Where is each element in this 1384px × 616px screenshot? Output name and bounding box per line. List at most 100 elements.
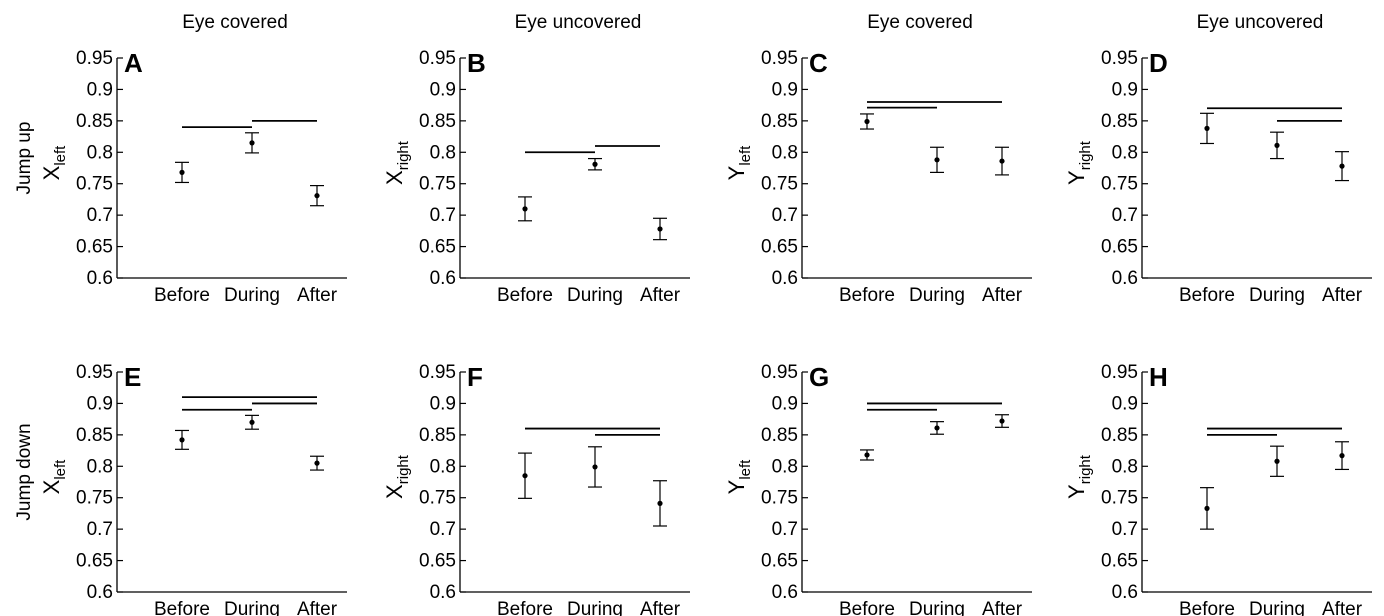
x-tick-label: After [640,599,681,616]
data-point [657,500,663,506]
y-tick-label: 0.85 [761,111,798,132]
y-tick-label: 0.95 [419,48,456,69]
data-point [864,118,870,125]
x-tick-label: Before [839,599,895,616]
y-tick-label: 0.85 [1101,111,1138,132]
panel-letter: B [467,48,486,78]
y-tick-label: 0.65 [76,237,113,258]
panel-h: 0.6 0.65 0.7 0.75 0.8 0.85 0.9 0.95 Before During… [1064,362,1372,616]
data-point [314,193,320,199]
y-tick-label: 0.7 [87,519,113,540]
panel-letter: G [809,362,829,392]
x-tick-label: Before [154,285,210,306]
y-axis-label: Xleft [39,459,69,495]
x-tick-label: After [982,599,1023,616]
x-tick-label: During [567,599,623,616]
y-tick-label: 0.95 [761,362,798,383]
data-point [249,140,255,146]
data-point [1204,505,1210,511]
y-tick-label: 0.7 [1112,519,1138,540]
y-tick-label: 0.9 [1112,393,1138,414]
y-tick-label: 0.95 [76,48,113,69]
y-tick-label: 0.75 [76,488,113,509]
y-tick-label: 0.75 [761,174,798,195]
x-tick-label: During [224,285,280,306]
y-tick-label: 0.8 [430,456,456,477]
y-tick-label: 0.65 [419,237,456,258]
x-tick-label: During [909,285,965,306]
data-point [314,460,320,466]
y-axis-label-main: X [39,165,64,180]
x-tick-label: During [224,599,280,616]
data-point [522,473,528,479]
data-point [1274,142,1280,148]
y-tick-label: 0.8 [1112,142,1138,163]
y-tick-label: 0.75 [1101,488,1138,509]
y-tick-label: 0.9 [1112,79,1138,100]
y-tick-label: 0.6 [87,268,113,289]
y-axis-label-sub: right [395,140,412,170]
y-axis-label-main: X [39,479,64,494]
y-axis-label-main: X [382,484,407,499]
y-tick-label: 0.75 [419,174,456,195]
data-point [592,464,598,470]
panel-letter: D [1149,48,1168,78]
x-tick-label: During [909,599,965,616]
y-tick-label: 0.7 [87,205,113,226]
x-tick-label: Before [1179,285,1235,306]
y-axis-label: Xright [382,140,412,185]
data-point [592,161,598,167]
column-title: Eye covered [182,12,288,33]
panel-d: 0.6 0.65 0.7 0.75 0.8 0.85 0.9 0.95 Before During… [1064,48,1372,306]
data-point [864,452,870,458]
y-tick-label: 0.85 [419,111,456,132]
y-axis-label-main: Y [1064,484,1089,499]
y-tick-label: 0.9 [87,79,113,100]
y-tick-label: 0.8 [430,142,456,163]
y-tick-label: 0.85 [761,425,798,446]
y-axis-label: Yleft [724,145,754,181]
x-tick-label: Before [497,599,553,616]
y-tick-label: 0.7 [1112,205,1138,226]
y-tick-label: 0.95 [761,48,798,69]
panel-letter: H [1149,362,1168,392]
y-axis-label-sub: left [737,145,754,166]
data-point [999,158,1005,164]
y-tick-label: 0.7 [430,205,456,226]
y-tick-label: 0.85 [76,425,113,446]
y-axis-label-sub: right [1077,140,1094,170]
data-point [522,206,528,212]
column-title: Eye uncovered [1197,12,1324,33]
y-tick-label: 0.9 [772,393,798,414]
y-tick-label: 0.8 [772,142,798,163]
y-tick-label: 0.85 [419,425,456,446]
y-axis-label: Xright [382,454,412,499]
x-tick-label: After [1322,599,1363,616]
x-tick-label: During [567,285,623,306]
y-tick-label: 0.75 [761,488,798,509]
panel-letter: E [124,362,141,392]
data-point [179,169,185,175]
y-tick-label: 0.9 [430,393,456,414]
x-tick-label: During [1249,285,1305,306]
y-axis-label-main: Y [724,165,749,180]
x-tick-label: After [1322,285,1363,306]
x-tick-label: Before [839,285,895,306]
panel-e: 0.6 0.65 0.7 0.75 0.8 0.85 0.9 0.95 Before During… [39,362,347,616]
y-axis-label-sub: right [1077,454,1094,484]
panel-c: 0.6 0.65 0.7 0.75 0.8 0.85 0.9 0.95 Before During… [724,48,1032,306]
panel-g: 0.6 0.65 0.7 0.75 0.8 0.85 0.9 0.95 Before During… [724,362,1032,616]
panel-letter: F [467,362,483,392]
y-tick-label: 0.8 [1112,456,1138,477]
row-label: Jump up [14,122,35,195]
y-tick-label: 0.65 [761,237,798,258]
y-tick-label: 0.9 [772,79,798,100]
y-tick-label: 0.8 [87,142,113,163]
y-axis-label-main: Y [1064,170,1089,185]
y-tick-label: 0.65 [761,551,798,572]
panel-a: 0.6 0.65 0.7 0.75 0.8 0.85 0.9 0.95 Before During… [39,48,347,306]
y-tick-label: 0.65 [419,551,456,572]
y-tick-label: 0.7 [772,519,798,540]
y-tick-label: 0.75 [76,174,113,195]
